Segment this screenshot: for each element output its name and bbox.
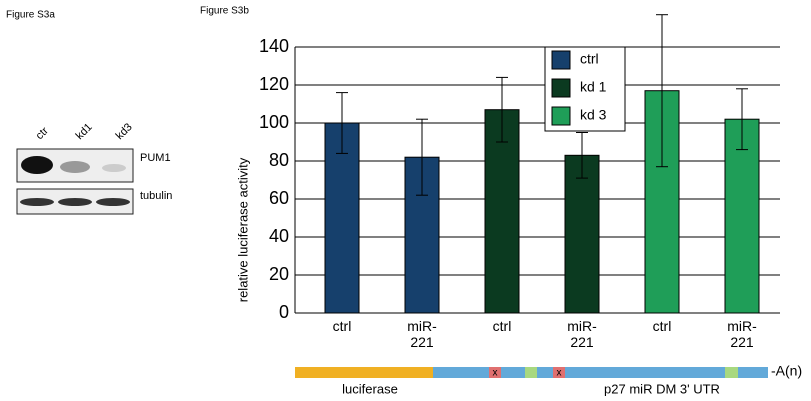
utr-region [433, 367, 768, 378]
legend-swatch [552, 51, 570, 69]
y-tick-label: 40 [269, 226, 289, 246]
panel-label: Figure S3a [6, 10, 55, 21]
y-tick-label: 120 [259, 74, 289, 94]
x-tick-label: miR-221 [560, 318, 604, 350]
y-tick-label: 140 [259, 36, 289, 56]
panel-label: Figure S3b [200, 6, 249, 17]
lane-label: kd3 [114, 121, 135, 142]
x-tick-label: ctrl [640, 318, 684, 334]
legend-swatch [552, 79, 570, 97]
site-label: x [557, 368, 562, 379]
lane-label: kd1 [74, 121, 95, 142]
y-tick-label: 60 [269, 188, 289, 208]
legend-label: ctrl [580, 51, 599, 67]
band [60, 161, 90, 173]
band [102, 164, 126, 172]
row-label: tubulin [140, 190, 172, 202]
y-tick-label: 80 [269, 150, 289, 170]
region-label: luciferase [342, 381, 398, 396]
y-tick-label: 20 [269, 264, 289, 284]
legend-label: kd 1 [580, 79, 607, 95]
y-tick-label: 0 [279, 302, 289, 322]
x-tick-label: miR-221 [400, 318, 444, 350]
site [725, 367, 738, 378]
band [96, 198, 130, 206]
legend-label: kd 3 [580, 107, 607, 123]
band [58, 198, 92, 206]
region-label: p27 miR DM 3' UTR [604, 381, 720, 396]
x-tick-label: ctrl [320, 318, 364, 334]
bar [565, 155, 599, 313]
luciferase-region [295, 367, 433, 378]
y-axis-label: relative luciferase activity [235, 157, 250, 302]
page: Figure S3a Figure S3b ctr kd1 kd3 PUM1 t… [0, 0, 811, 401]
x-tick-label: miR-221 [720, 318, 764, 350]
lane-label: ctr [34, 125, 51, 142]
site-label: x [493, 368, 498, 379]
x-tick-label: ctrl [480, 318, 524, 334]
legend-swatch [552, 107, 570, 125]
band [20, 198, 54, 206]
row-label: PUM1 [140, 152, 171, 164]
y-tick-label: 100 [259, 112, 289, 132]
site [525, 367, 537, 378]
band [21, 156, 53, 174]
tail-label: -A(n) [771, 363, 802, 379]
